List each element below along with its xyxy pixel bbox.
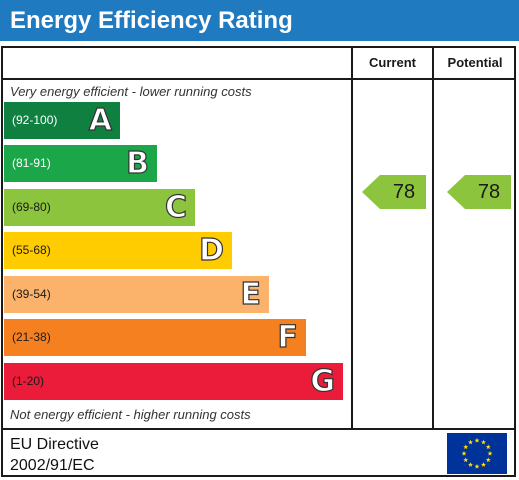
band-c: (69-80) C: [4, 189, 195, 226]
band-range: (39-54): [12, 287, 51, 301]
page-title: Energy Efficiency Rating: [10, 7, 293, 34]
directive-label: EU Directive: [10, 436, 99, 453]
band-f: (21-38) F: [4, 319, 306, 356]
note-very-efficient: Very energy efficient - lower running co…: [10, 84, 252, 99]
potential-arrow-polygon: [447, 175, 511, 209]
current-rating-value: 78: [392, 181, 416, 203]
current-rating-arrow: 78: [362, 175, 426, 209]
band-range: (55-68): [12, 243, 51, 257]
band-letter: E: [240, 277, 262, 312]
footer-row-divider: [3, 428, 514, 430]
band-e: (39-54) E: [4, 276, 269, 313]
band-range: (81-91): [12, 156, 51, 170]
eu-star-icon: [463, 444, 469, 450]
band-letter: C: [164, 190, 187, 225]
eu-star-icon: [463, 457, 469, 463]
rating-table: [1, 46, 516, 477]
header-bar: Energy Efficiency Rating: [0, 0, 519, 41]
directive-number: 2002/91/EC: [10, 457, 95, 474]
eu-star-icon: [474, 463, 480, 469]
band-range: (1-20): [12, 374, 45, 388]
potential-rating-value: 78: [477, 181, 501, 203]
band-letter: D: [198, 233, 224, 268]
current-arrow-shape: [362, 175, 426, 209]
band-letter: F: [277, 320, 299, 355]
column-divider-current: [351, 48, 353, 429]
eu-star-icon: [468, 462, 473, 467]
band-letter: G: [310, 364, 336, 399]
band-letter: B: [126, 146, 150, 181]
header-row-divider: [3, 78, 514, 80]
band-range: (21-38): [12, 330, 51, 344]
eu-star-icon: [481, 462, 486, 467]
band-range: (92-100): [12, 113, 58, 127]
column-divider-potential: [432, 48, 434, 429]
eu-stars: [461, 437, 493, 469]
band-g: (1-20) G: [4, 363, 343, 400]
eu-star-icon: [481, 439, 486, 445]
current-arrow-polygon: [362, 175, 426, 209]
eu-flag-icon: [447, 433, 507, 474]
band-b: (81-91) B: [4, 145, 157, 182]
potential-rating-arrow: 78: [447, 175, 511, 209]
eu-star-icon: [485, 457, 491, 463]
column-header-potential: Potential: [447, 55, 503, 70]
note-not-efficient: Not energy efficient - higher running co…: [10, 407, 251, 422]
potential-arrow-shape: [447, 175, 511, 209]
band-d: (55-68) D: [4, 232, 232, 269]
eu-star-icon: [461, 450, 467, 456]
eu-star-icon: [474, 437, 480, 443]
band-letter: A: [88, 103, 112, 138]
column-header-current: Current: [369, 55, 416, 70]
band-range: (69-80): [12, 200, 51, 214]
band-a: (92-100) A: [4, 102, 120, 139]
eu-star-icon: [485, 444, 491, 450]
eu-star-icon: [468, 439, 473, 445]
eu-star-icon: [487, 450, 493, 456]
